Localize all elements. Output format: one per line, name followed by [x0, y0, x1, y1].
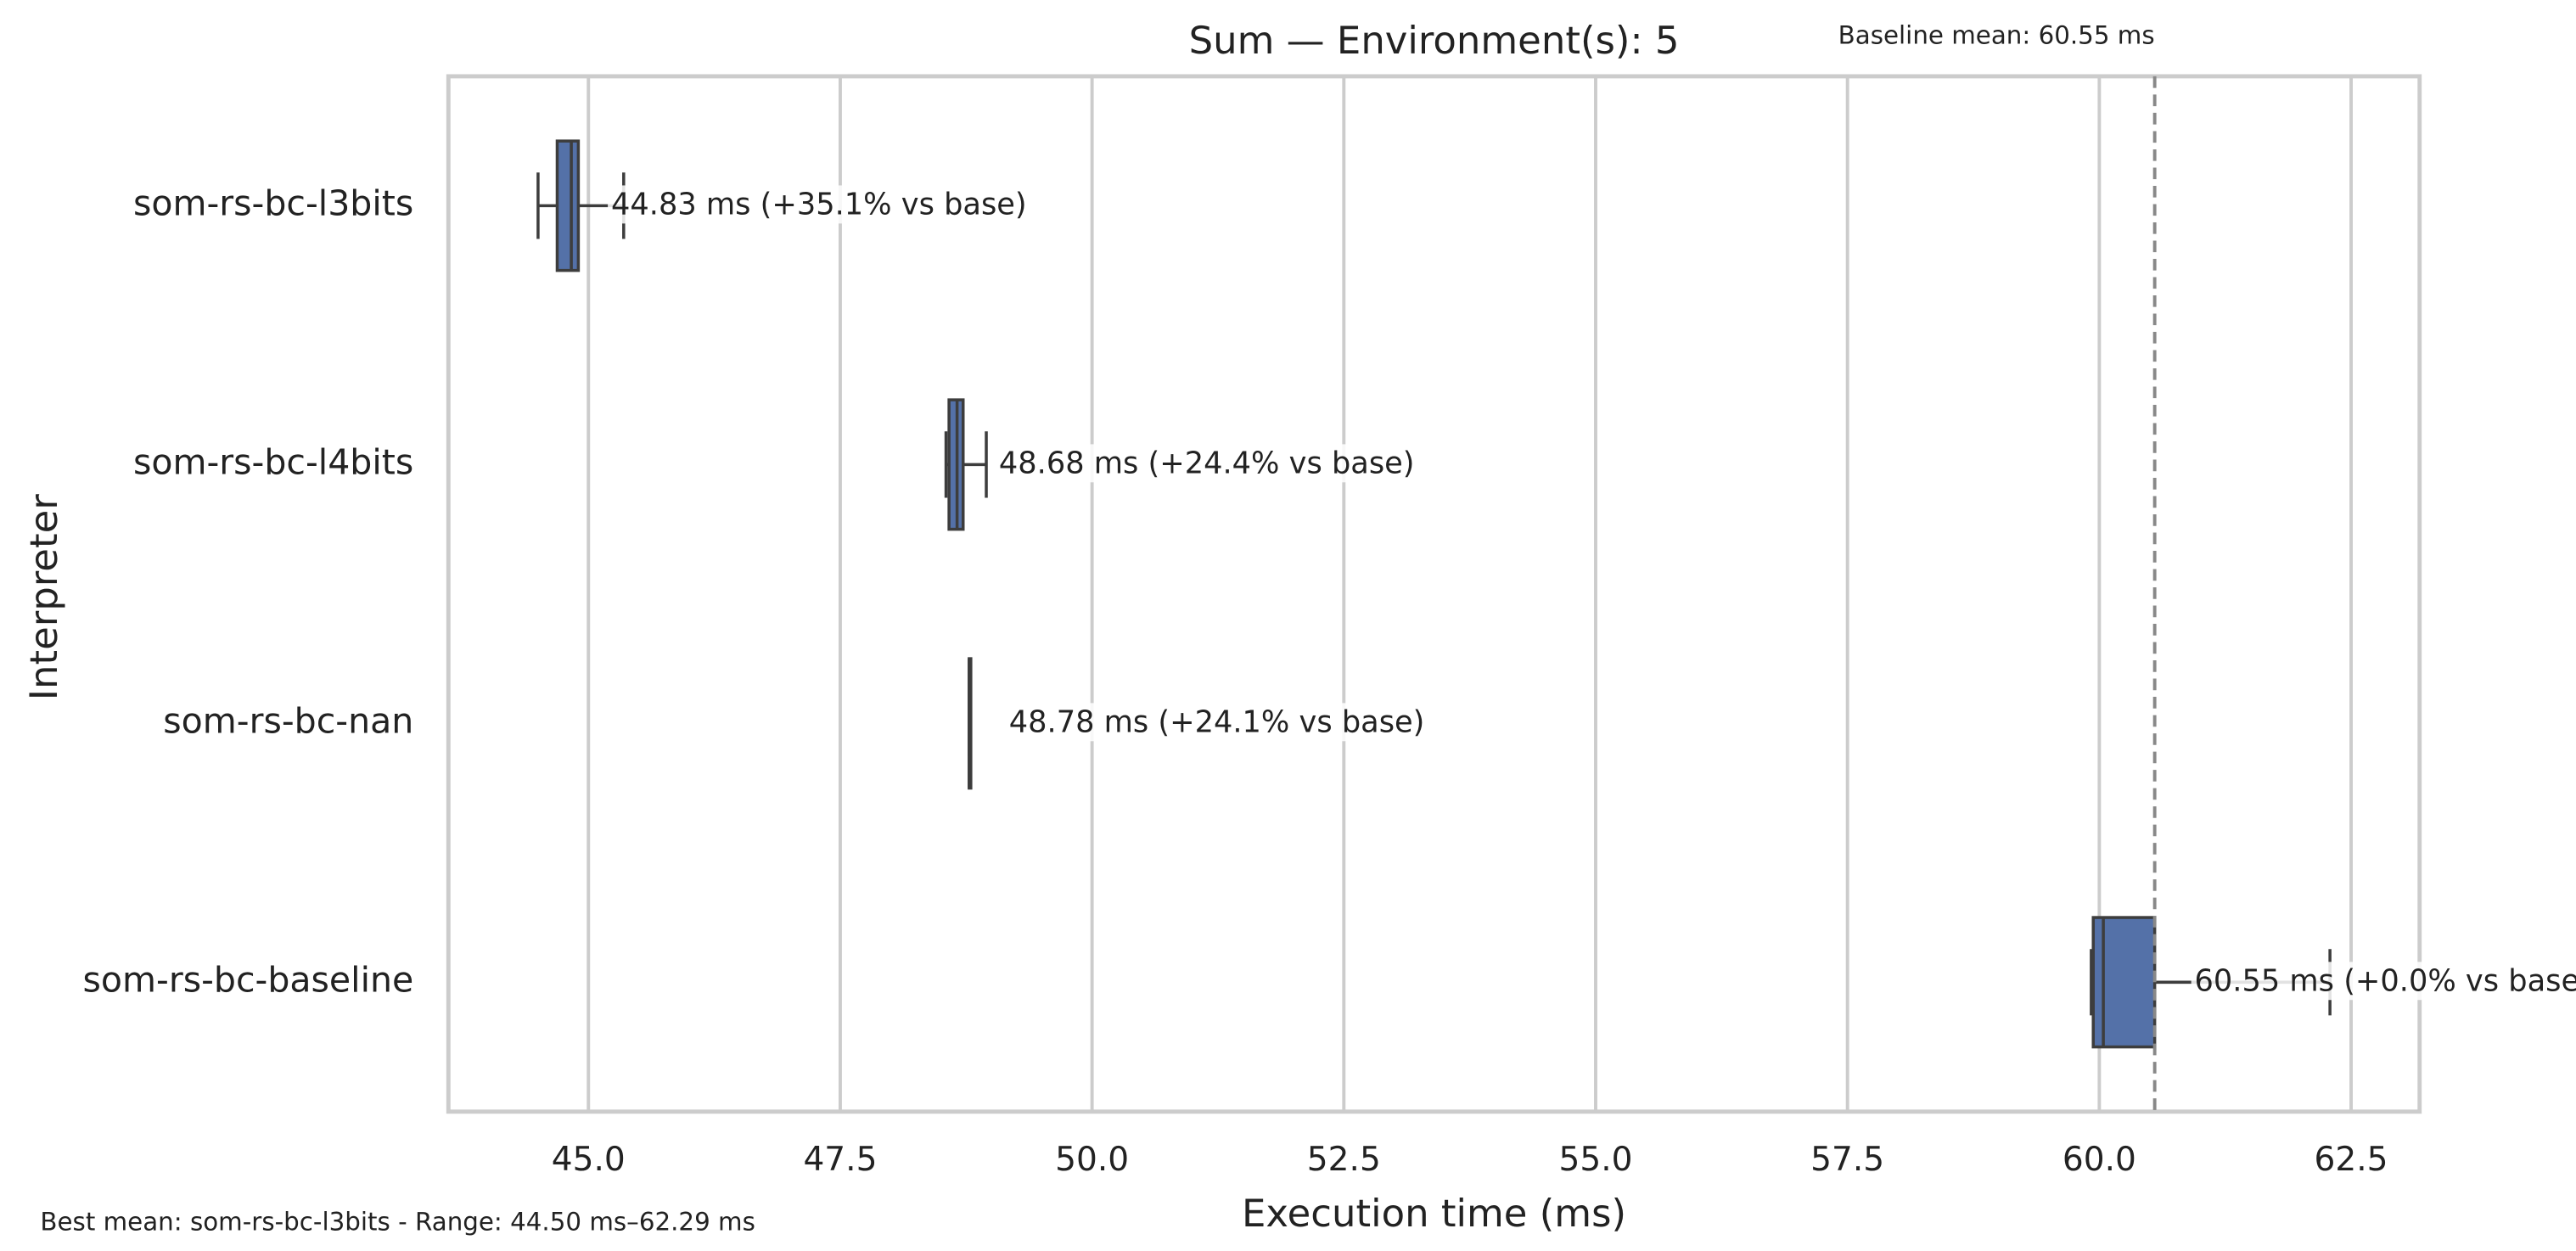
y-tick-label: som-rs-bc-l3bits	[133, 182, 413, 223]
x-tick-label: 52.5	[1307, 1141, 1381, 1179]
x-tick-label: 60.0	[2062, 1141, 2136, 1179]
footer-note: Best mean: som-rs-bc-l3bits - Range: 44.…	[40, 1207, 755, 1236]
x-tick-label: 50.0	[1055, 1141, 1129, 1179]
x-tick-label: 57.5	[1810, 1141, 1884, 1179]
x-tick-label: 47.5	[803, 1141, 877, 1179]
y-axis-label: Interpreter	[21, 494, 66, 700]
mean-label: 48.68 ms (+24.4% vs base)	[999, 446, 1415, 480]
y-tick-label: som-rs-bc-nan	[163, 700, 413, 741]
baseline-label: Baseline mean: 60.55 ms	[1838, 21, 2155, 50]
y-tick-label: som-rs-bc-baseline	[83, 959, 414, 1000]
chart-title: Sum — Environment(s): 5	[1189, 18, 1680, 63]
label-background	[608, 185, 1030, 224]
mean-label: 48.78 ms (+24.1% vs base)	[1009, 704, 1425, 739]
y-tick-label: som-rs-bc-l4bits	[133, 441, 413, 482]
label-background	[1005, 703, 1428, 742]
x-axis-label: Execution time (ms)	[1242, 1191, 1626, 1236]
label-background	[2191, 962, 2576, 1001]
mean-label: 60.55 ms (+0.0% vs base)	[2195, 963, 2576, 998]
label-background	[995, 444, 1418, 483]
mean-label: 44.83 ms (+35.1% vs base)	[611, 187, 1027, 222]
x-tick-label: 45.0	[552, 1141, 626, 1179]
box	[555, 139, 581, 272]
x-tick-label: 62.5	[2315, 1141, 2388, 1179]
x-tick-label: 55.0	[1558, 1141, 1632, 1179]
plot-frame	[446, 74, 2422, 1114]
